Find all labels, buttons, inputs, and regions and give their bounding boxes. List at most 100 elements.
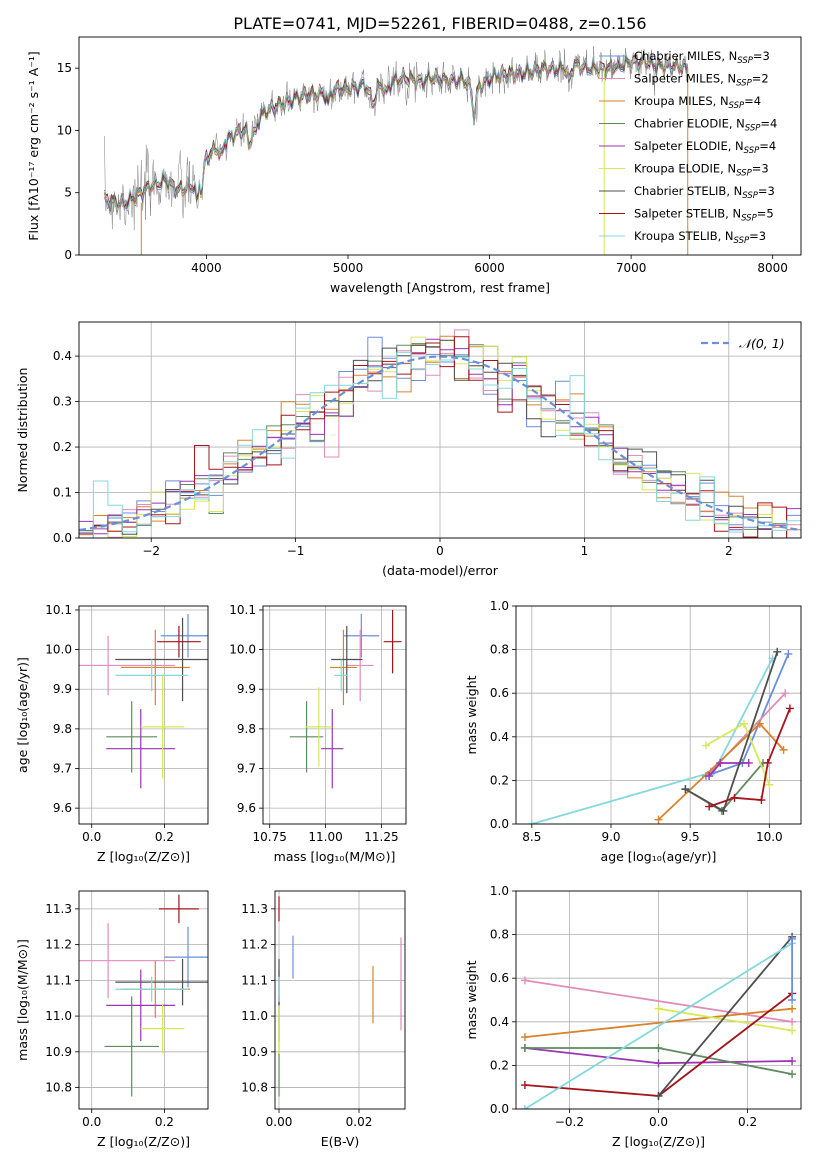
- legend-label: Chabrier MILES, NSSP=3: [634, 49, 770, 66]
- mass-weight-line: [524, 942, 793, 1109]
- legend-label-value: =3: [753, 49, 770, 63]
- plot-area: [289, 609, 402, 789]
- x-tick-label: 10.75: [253, 830, 287, 844]
- legend-label-sub: SSP: [745, 124, 761, 134]
- legend-label: Kroupa ELODIE, NSSP=3: [634, 162, 769, 179]
- legend-label: Kroupa MILES, NSSP=4: [634, 94, 761, 111]
- x-tick-label: 6000: [474, 261, 505, 275]
- legend-label-sub: SSP: [742, 191, 758, 201]
- mass-weight-marker: [784, 649, 793, 658]
- mass-weight-marker: [785, 704, 794, 713]
- legend-label-sub: SSP: [736, 169, 752, 179]
- y-tick-label: 10: [57, 123, 72, 137]
- legend-label-value: =3: [758, 184, 775, 198]
- x-tick-label: 5000: [333, 261, 364, 275]
- plot-area: [520, 932, 797, 1109]
- x-tick-label: 10.0: [756, 830, 783, 844]
- mass-weight-marker: [654, 1059, 663, 1068]
- mass-weight-line: [657, 722, 785, 821]
- axes-frame: [515, 890, 802, 1110]
- y-tick-label: 10.8: [241, 1081, 268, 1095]
- y-axis-label: mass [log₁₀(M/M⊙)]: [15, 939, 30, 1061]
- panel-weight_vs_age: 8.5 9.0 9.5 10.0 0.0 0.2 0.4 0.6 0.8 1.0 age [log₁…: [464, 599, 802, 864]
- legend-label: Salpeter STELIB, NSSP=5: [634, 207, 774, 224]
- y-tick-label: 0.2: [490, 1058, 509, 1072]
- x-tick-label: 0.02: [346, 1115, 373, 1129]
- y-tick-label: 0.2: [490, 773, 509, 787]
- panel-mass_vs_Z: 0.0 0.2 10.8 10.9 11.0 11.1 11.2 11.3 Z [log₁₀(Z…: [15, 890, 209, 1149]
- y-tick-label: 10.9: [45, 1045, 72, 1059]
- mass-weight-line: [657, 936, 793, 1097]
- mass-weight-marker: [730, 793, 739, 802]
- y-tick-label: 11.3: [241, 902, 268, 916]
- x-tick-label: 7000: [616, 261, 647, 275]
- x-tick-label: 0.0: [82, 1115, 101, 1129]
- plot-area: [79, 329, 801, 538]
- x-axis-label: Z [log₁₀(Z/Z⊙)]: [612, 1134, 705, 1149]
- mass-weight-marker: [681, 785, 690, 794]
- legend-label-value: =3: [749, 229, 766, 243]
- y-tick-label: 0.0: [53, 531, 72, 545]
- mass-weight-marker: [527, 820, 536, 824]
- y-tick-label: 10.0: [229, 643, 256, 657]
- legend-label-sub: SSP: [741, 214, 757, 224]
- legend-label-value: =4: [760, 117, 777, 131]
- mass-weight-marker: [788, 934, 797, 943]
- plot-area: [79, 894, 208, 1097]
- mass-weight-marker: [755, 719, 764, 728]
- x-tick-label: −1: [287, 544, 305, 558]
- mass-weight-marker: [702, 741, 710, 750]
- legend-label-text: Chabrier MILES, N: [634, 49, 737, 63]
- legend-label: Chabrier ELODIE, NSSP=4: [634, 117, 777, 134]
- x-axis-label: Z [log₁₀(Z/Z⊙)]: [97, 849, 190, 864]
- panel-age_vs_Z: 0.0 0.2 9.6 9.7 9.8 9.9 10.0 10.1 Z [log₁₀(Z/Z⊙)…: [15, 603, 209, 864]
- x-tick-label: 0.00: [266, 1115, 293, 1129]
- y-tick-label: 11.3: [45, 902, 72, 916]
- x-tick-label: 9.0: [601, 830, 620, 844]
- mass-weight-marker: [788, 1057, 797, 1066]
- mass-weight-marker: [716, 758, 725, 767]
- panel-spectrum: 4000 5000 6000 7000 8000 0 5 10 15 wavelength [An…: [26, 36, 802, 295]
- mass-weight-line: [531, 657, 774, 824]
- mass-weight-marker: [788, 996, 797, 1004]
- legend-label-value: =2: [752, 72, 769, 86]
- legend-label-value: =3: [752, 162, 769, 176]
- plot-area: [278, 896, 402, 1097]
- y-axis-label: mass weight: [464, 960, 479, 1039]
- legend-label-sub: SSP: [737, 56, 753, 66]
- mass-weight-marker: [705, 802, 714, 811]
- legend-label: Salpeter MILES, NSSP=2: [634, 72, 769, 89]
- legend-label-text: Chabrier STELIB, N: [634, 184, 742, 198]
- x-tick-label: 0.2: [738, 1115, 757, 1129]
- gaussian-curve: [79, 355, 801, 532]
- y-tick-label: 11.1: [45, 973, 72, 987]
- panel-residual_histogram: −2 −1 0 1 2 0.0 0.1 0.2 0.3 0.4 (data-model)/error…: [15, 321, 802, 578]
- axes-frame: [78, 605, 209, 825]
- legend-label: 𝒩(0, 1): [739, 336, 785, 351]
- y-tick-label: 1.0: [490, 599, 509, 613]
- y-tick-label: 0.4: [490, 1015, 509, 1029]
- mass-weight-marker: [781, 689, 790, 698]
- mass-weight-marker: [719, 806, 728, 815]
- mass-weight-marker: [788, 1070, 797, 1079]
- legend-label-text: Kroupa ELODIE, N: [634, 162, 736, 176]
- panel-age_vs_mass: 10.75 11.00 11.25 9.6 9.7 9.8 9.9 10.0 10.1 mass …: [229, 603, 407, 864]
- y-tick-label: 1.0: [490, 884, 509, 898]
- y-tick-label: 0.3: [53, 395, 72, 409]
- y-tick-label: 10.9: [241, 1045, 268, 1059]
- legend-label-text: Salpeter MILES, N: [634, 72, 736, 86]
- mass-weight-line: [524, 979, 793, 1023]
- y-tick-label: 0.0: [490, 817, 509, 831]
- mass-weight-marker: [520, 976, 529, 985]
- y-tick-label: 0.4: [490, 730, 509, 744]
- x-tick-label: 0.2: [155, 830, 174, 844]
- axes-frame: [78, 36, 802, 256]
- legend-label-sub: SSP: [734, 236, 750, 246]
- y-tick-label: 9.7: [237, 762, 256, 776]
- y-axis-label: age [log₁₀(age/yr)]: [15, 657, 30, 773]
- mass-weight-marker: [654, 815, 663, 824]
- y-tick-label: 0.6: [490, 971, 509, 985]
